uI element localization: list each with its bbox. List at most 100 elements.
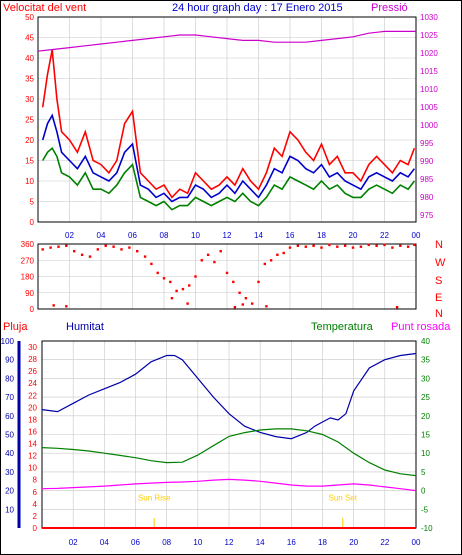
dir-y-tick-label: 270 bbox=[21, 256, 35, 265]
rain-y-tick-label: 24 bbox=[28, 379, 37, 388]
bot-x-tick-label: 12 bbox=[225, 538, 234, 547]
wind-direction-point bbox=[49, 246, 52, 249]
wind-y-tick-label: 45 bbox=[25, 34, 34, 43]
bot-x-tick-label: 06 bbox=[131, 538, 140, 547]
wind-direction-point bbox=[169, 280, 172, 284]
wind-direction-point bbox=[143, 255, 147, 258]
rain-y-tick-label: 16 bbox=[28, 427, 37, 436]
wind-direction-point bbox=[104, 244, 107, 247]
dewpoint-title: Punt rosada bbox=[391, 321, 451, 333]
dir-y-tick-label: 90 bbox=[25, 289, 34, 298]
wind-direction-point bbox=[156, 271, 159, 275]
rain-y-tick-label: 4 bbox=[33, 500, 38, 509]
wind-direction-point bbox=[41, 248, 44, 251]
humidity-title: Humitat bbox=[66, 321, 104, 333]
rain-y-tick-label: 30 bbox=[28, 343, 37, 352]
humidity-y-tick-label: 10 bbox=[5, 505, 14, 514]
wind-direction-point bbox=[320, 246, 323, 249]
wind-direction-point bbox=[276, 253, 279, 256]
top-x-tick-label: 18 bbox=[317, 231, 326, 240]
wind-direction-point bbox=[186, 302, 189, 305]
wind-direction-point bbox=[244, 297, 248, 300]
wind-direction-point bbox=[128, 246, 131, 249]
wind-direction-point bbox=[175, 289, 178, 293]
humidity-temperature-panel: 02 04 06 08 10 12 14 16 18 20 22 00-10-505101520253… bbox=[1, 337, 433, 547]
pressure-y-tick-label: 975 bbox=[420, 211, 434, 220]
series-wind-avg-high-line bbox=[41, 113, 416, 203]
wind-direction-point bbox=[96, 248, 99, 251]
wind-direction-point bbox=[359, 245, 363, 248]
rain-y-tick-label: 0 bbox=[33, 524, 38, 533]
wind-direction-point bbox=[336, 245, 339, 248]
humidity-y-tick-label: 30 bbox=[5, 468, 14, 477]
rain-y-tick-label: 14 bbox=[28, 440, 37, 449]
wind-direction-point bbox=[263, 262, 266, 266]
wind-direction-point bbox=[73, 250, 76, 253]
bot-x-tick-label: 08 bbox=[162, 538, 171, 547]
wind-y-tick-label: 10 bbox=[25, 177, 34, 186]
wind-direction-point bbox=[269, 259, 273, 262]
series-dewpoint-line bbox=[41, 478, 417, 492]
rain-y-tick-label: 18 bbox=[28, 415, 37, 424]
bot-x-tick-label: 20 bbox=[349, 538, 358, 547]
pressure-y-tick-label: 980 bbox=[420, 193, 434, 202]
pressure-y-tick-label: 985 bbox=[420, 175, 434, 184]
top-x-tick-label: 02 bbox=[65, 231, 74, 240]
temperature-y-tick-label: -10 bbox=[421, 524, 433, 533]
temperature-y-tick-label: 15 bbox=[421, 431, 430, 440]
pressure-y-tick-label: 1010 bbox=[420, 85, 438, 94]
top-x-tick-label: 00 bbox=[412, 231, 421, 240]
sunset-label: Sun Set bbox=[329, 494, 358, 503]
bot-x-tick-label: 00 bbox=[412, 538, 421, 547]
rain-y-tick-label: 22 bbox=[28, 391, 37, 400]
wind-direction-point bbox=[265, 305, 268, 308]
wind-direction-point bbox=[225, 271, 229, 275]
rain-y-tick-label: 8 bbox=[33, 476, 38, 485]
temperature-y-tick-label: 25 bbox=[421, 393, 430, 402]
rain-y-tick-label: 20 bbox=[28, 403, 37, 412]
humidity-y-tick-label: 70 bbox=[5, 393, 14, 402]
graph-date-title: 24 hour graph day : 17 Enero 2015 bbox=[172, 2, 343, 14]
series-wind-avg-line bbox=[42, 146, 416, 211]
pressure-y-tick-label: 1015 bbox=[420, 67, 438, 76]
humidity-y-tick-label: 20 bbox=[5, 487, 14, 496]
top-x-tick-label: 14 bbox=[254, 231, 263, 240]
wind-y-tick-label: 50 bbox=[25, 13, 34, 22]
rain-y-tick-label: 10 bbox=[28, 464, 37, 473]
wind-direction-point bbox=[375, 244, 378, 247]
wind-direction-point bbox=[65, 305, 68, 308]
series-pressure-line bbox=[37, 30, 416, 52]
bot-x-tick-label: 16 bbox=[287, 538, 296, 547]
wind-direction-point bbox=[65, 244, 68, 247]
wind-direction-point bbox=[232, 280, 235, 284]
series-humidity-line bbox=[41, 352, 417, 440]
series-temperature-line bbox=[41, 428, 417, 477]
sunrise-label: Sun Rise bbox=[138, 494, 171, 503]
series-gust-line bbox=[41, 49, 416, 199]
direction-letter-w: W bbox=[435, 257, 446, 269]
wind-direction-point bbox=[406, 245, 410, 248]
wind-direction-point bbox=[136, 250, 139, 253]
top-x-tick-label: 12 bbox=[223, 231, 232, 240]
pressure-y-tick-label: 1020 bbox=[420, 49, 438, 58]
bot-x-tick-label: 18 bbox=[318, 538, 327, 547]
humidity-y-tick-label: 80 bbox=[5, 374, 14, 383]
bot-x-tick-label: 10 bbox=[193, 538, 202, 547]
temperature-y-tick-label: -5 bbox=[421, 505, 429, 514]
pressure-y-tick-label: 1000 bbox=[420, 121, 438, 130]
top-x-tick-label: 10 bbox=[191, 231, 200, 240]
top-x-tick-label: 16 bbox=[286, 231, 295, 240]
wind-y-tick-label: 20 bbox=[25, 136, 34, 145]
wind-direction-point bbox=[328, 243, 331, 247]
wind-direction-point bbox=[238, 291, 241, 294]
rain-y-tick-label: 12 bbox=[28, 452, 37, 461]
top-x-tick-label: 04 bbox=[97, 231, 106, 240]
wind-direction-point bbox=[383, 243, 386, 247]
direction-letter-s: S bbox=[435, 275, 442, 287]
pressure-title: Pressió bbox=[371, 2, 408, 14]
dir-y-tick-label: 0 bbox=[30, 305, 35, 314]
wind-direction-point bbox=[181, 287, 185, 291]
top-x-tick-label: 22 bbox=[380, 231, 389, 240]
bot-x-tick-label: 04 bbox=[100, 538, 109, 547]
bot-x-tick-label: 22 bbox=[380, 538, 389, 547]
